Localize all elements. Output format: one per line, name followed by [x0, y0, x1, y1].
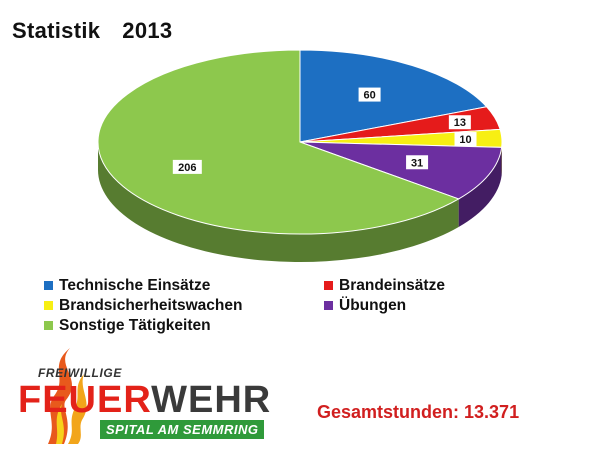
- pie-side-3: [458, 147, 502, 227]
- pie-slice-3: [299, 141, 503, 200]
- legend-label: Brandeinsätze: [339, 276, 445, 294]
- data-label-bg-0: [358, 87, 381, 102]
- legend-swatch: [324, 301, 333, 310]
- legend-item-uebungen: Übungen: [324, 296, 564, 315]
- pie-slice-0: [299, 49, 488, 143]
- legend-label: Brandsicherheitswachen: [59, 296, 243, 314]
- logo-freiwillige: FREIWILLIGE: [38, 366, 122, 380]
- logo-feuer-text: FEUER: [18, 379, 152, 421]
- legend-swatch: [44, 321, 53, 330]
- data-label-bg-2: [454, 132, 477, 147]
- data-label-1: 13: [454, 117, 466, 129]
- pie-chart: 60 13 10 31 206: [97, 49, 503, 262]
- fire-department-logo: FREIWILLIGE FEUERWEHR SPITAL AM SEMMRING: [14, 344, 284, 448]
- logo-feuerwehr: FEUERWEHR: [18, 380, 271, 420]
- chart-legend: Technische Einsätze Brandeinsätze Brands…: [44, 276, 584, 335]
- pie-slice-4: [97, 49, 460, 235]
- logo-wehr-text: WEHR: [151, 379, 272, 421]
- pie-side-4: [98, 142, 459, 262]
- logo-location: SPITAL AM SEMMRING: [100, 420, 265, 439]
- total-hours: Gesamtstunden: 13.371: [317, 402, 520, 422]
- legend-item-brandeinsaetze: Brandeinsätze: [324, 276, 564, 295]
- chart-title: Statistik 2013: [12, 18, 172, 44]
- data-label-bg-4: [172, 159, 202, 174]
- data-label-3: 31: [411, 157, 423, 169]
- data-label-0: 60: [363, 90, 375, 102]
- legend-label: Übungen: [339, 296, 407, 314]
- data-label-4: 206: [178, 162, 196, 174]
- legend-swatch: [324, 281, 333, 290]
- flame-icon: [48, 348, 87, 444]
- legend-swatch: [44, 301, 53, 310]
- data-label-2: 10: [459, 134, 471, 146]
- chart-title-year: 2013: [122, 18, 173, 43]
- legend-item-sonstige-taetigkeiten: Sonstige Tätigkeiten: [44, 316, 324, 335]
- legend-label: Sonstige Tätigkeiten: [59, 316, 211, 334]
- legend-swatch: [44, 281, 53, 290]
- data-label-bg-1: [448, 115, 471, 130]
- legend-item-technische-einsaetze: Technische Einsätze: [44, 276, 324, 295]
- legend-item-brandsicherheitswachen: Brandsicherheitswachen: [44, 296, 324, 315]
- data-label-bg-3: [406, 155, 429, 170]
- chart-title-text: Statistik: [12, 18, 101, 43]
- legend-label: Technische Einsätze: [59, 276, 211, 294]
